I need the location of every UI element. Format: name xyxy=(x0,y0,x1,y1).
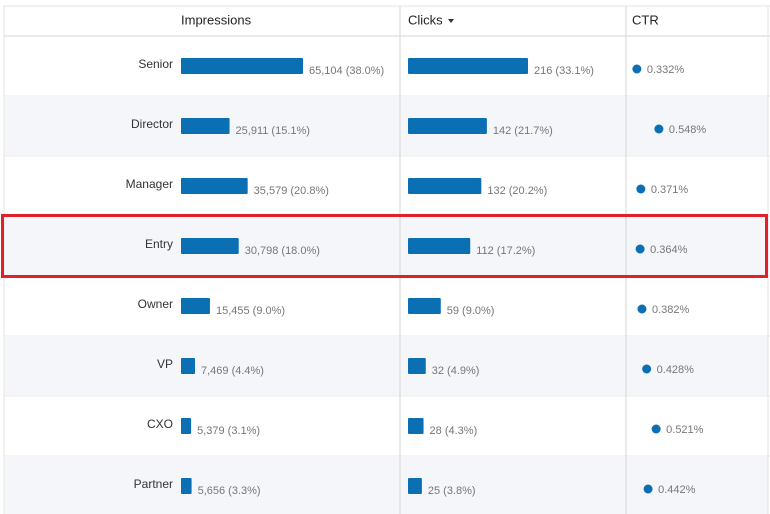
clicks-bar xyxy=(408,118,487,134)
clicks-value: 216 (33.1%) xyxy=(534,65,594,77)
clicks-value: 112 (17.2%) xyxy=(476,245,535,257)
clicks-bar xyxy=(408,298,441,314)
impressions-bar xyxy=(181,418,192,434)
clicks-value: 142 (21.7%) xyxy=(493,125,553,137)
impressions-value: 25,911 (15.1%) xyxy=(236,125,310,137)
ctr-value: 0.548% xyxy=(669,124,707,136)
row-label: Partner xyxy=(134,477,173,491)
row-label: Owner xyxy=(138,297,173,311)
clicks-bar xyxy=(408,418,424,434)
clicks-value: 25 (3.8%) xyxy=(428,485,476,497)
row-background xyxy=(5,337,768,396)
impressions-bar xyxy=(181,118,230,134)
row-label: VP xyxy=(157,357,173,371)
clicks-bar xyxy=(408,58,528,74)
ctr-dot xyxy=(632,64,642,74)
clicks-bar xyxy=(408,478,422,494)
ctr-dot xyxy=(637,304,647,314)
column-header[interactable]: Impressions xyxy=(181,12,252,27)
clicks-bar xyxy=(408,178,482,194)
clicks-bar xyxy=(408,358,426,374)
impressions-value: 5,379 (3.1%) xyxy=(197,425,260,437)
column-header[interactable]: CTR xyxy=(632,12,659,27)
clicks-value: 32 (4.9%) xyxy=(432,365,480,377)
clicks-bar xyxy=(408,238,471,254)
impressions-value: 35,579 (20.8%) xyxy=(254,185,329,197)
ctr-dot xyxy=(643,484,653,494)
ctr-dot xyxy=(642,364,652,374)
ctr-dot xyxy=(651,424,661,434)
row-label: Senior xyxy=(138,57,173,71)
row-background xyxy=(5,457,768,514)
clicks-value: 28 (4.3%) xyxy=(430,425,478,437)
ctr-value: 0.442% xyxy=(658,484,696,496)
ctr-value: 0.364% xyxy=(650,244,688,256)
impressions-bar xyxy=(181,178,248,194)
impressions-bar xyxy=(181,58,303,74)
ctr-value: 0.521% xyxy=(666,424,704,436)
ctr-value: 0.428% xyxy=(657,364,695,376)
impressions-value: 30,798 (18.0%) xyxy=(245,245,320,257)
row-background xyxy=(5,97,768,156)
impressions-bar xyxy=(181,238,239,254)
column-header[interactable]: Clicks xyxy=(408,12,443,27)
ctr-dot xyxy=(635,244,645,254)
row-label: Manager xyxy=(126,177,173,191)
impressions-bar xyxy=(181,478,192,494)
ctr-dot xyxy=(636,184,646,194)
impressions-value: 5,656 (3.3%) xyxy=(198,485,261,497)
clicks-value: 59 (9.0%) xyxy=(447,305,495,317)
impressions-value: 65,104 (38.0%) xyxy=(309,65,384,77)
ctr-dot xyxy=(654,124,664,134)
ctr-value: 0.371% xyxy=(651,184,689,196)
row-label: CXO xyxy=(147,417,173,431)
row-label: Director xyxy=(131,117,173,131)
impressions-bar xyxy=(181,298,210,314)
sort-caret[interactable] xyxy=(448,19,454,23)
impressions-bar xyxy=(181,358,195,374)
clicks-value: 132 (20.2%) xyxy=(487,185,547,197)
impressions-value: 7,469 (4.4%) xyxy=(201,365,264,377)
ctr-value: 0.332% xyxy=(647,64,685,76)
impressions-value: 15,455 (9.0%) xyxy=(216,305,285,317)
row-label: Entry xyxy=(145,237,173,251)
highlight-box xyxy=(1,214,768,278)
ctr-value: 0.382% xyxy=(652,304,690,316)
